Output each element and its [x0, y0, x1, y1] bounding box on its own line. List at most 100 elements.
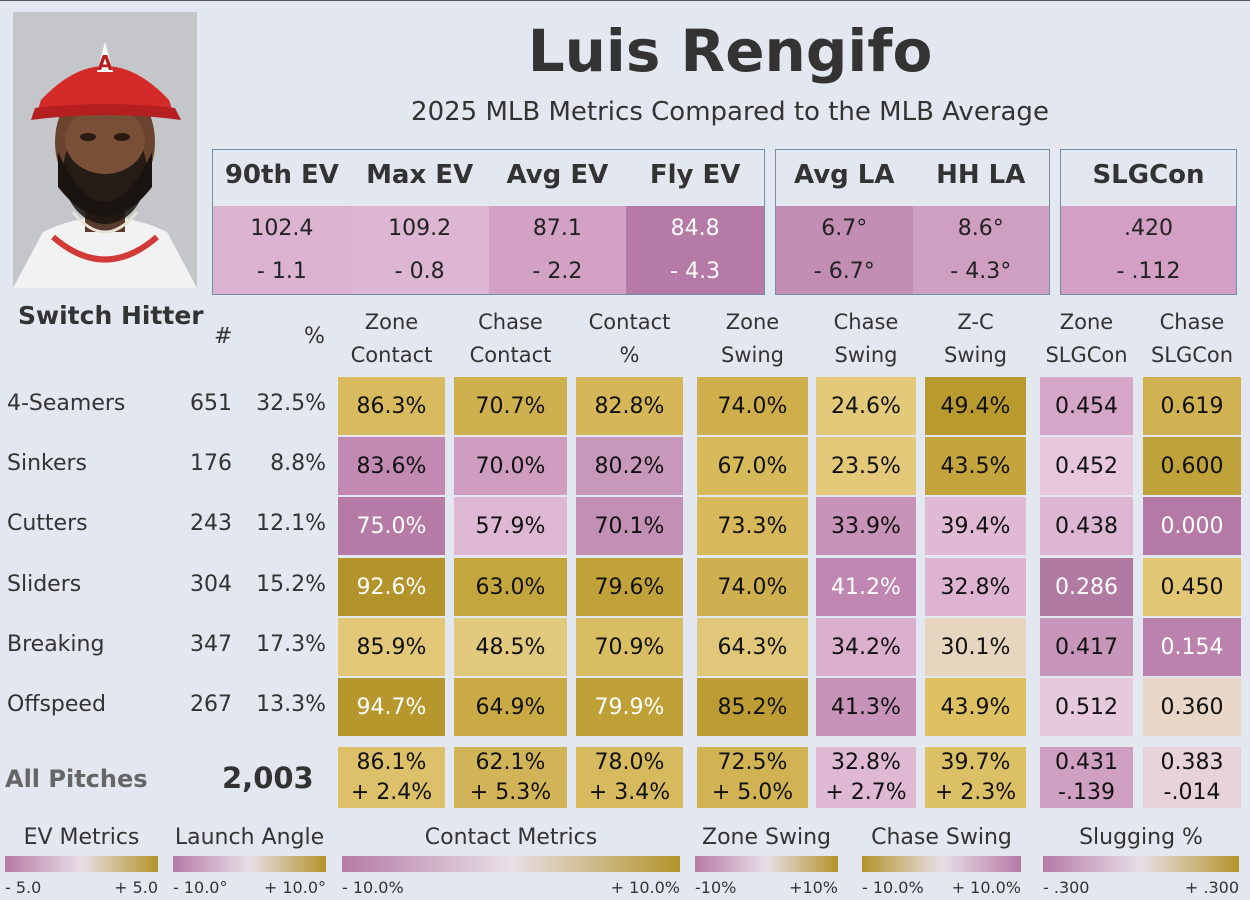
metric-value: 102.4 — [250, 216, 314, 241]
column-header-line2: Contact — [469, 343, 552, 367]
summary-value: 72.5% — [717, 749, 788, 775]
heatmap-cell: 43.5% — [925, 437, 1026, 495]
heatmap-cell: 80.2% — [576, 437, 683, 495]
column-header: Zone SLGCon — [1030, 306, 1143, 372]
summary-diff: -.139 — [1058, 779, 1115, 805]
legend-max-label: + 10.0° — [263, 878, 326, 897]
column-header: Contact% — [566, 306, 693, 372]
legend-max-label: + 10.0% — [610, 878, 680, 897]
heatmap-cell: 94.7% — [338, 678, 445, 736]
heatmap-cell: 64.9% — [454, 678, 567, 736]
row-pct: 8.8% — [270, 451, 326, 476]
summary-label: All Pitches — [5, 765, 148, 793]
heatmap-cell: 0.600 — [1143, 437, 1241, 495]
legend-color-bar — [1043, 856, 1239, 872]
row-label: Breaking — [7, 632, 105, 657]
row-label: Offspeed — [7, 692, 106, 717]
metric-value: 6.7° — [821, 216, 868, 241]
column-header-line2: Swing — [834, 343, 898, 367]
column-header-line1: Contact — [588, 310, 671, 334]
row-pct: 32.5% — [256, 391, 326, 416]
column-header: Chase SLGCon — [1133, 306, 1250, 372]
summary-cell: 62.1% + 5.3% — [454, 747, 567, 808]
metric-label: Avg LA — [794, 160, 895, 190]
legend-title: EV Metrics — [23, 825, 140, 850]
metric-value: 87.1 — [532, 216, 582, 241]
column-header-line2: % — [619, 343, 640, 367]
legend-max-label: + .300 — [1184, 878, 1239, 897]
legend-min-label: - 10.0° — [173, 878, 228, 897]
column-header-line1: Zone — [725, 310, 780, 334]
summary-diff: + 3.4% — [588, 779, 671, 805]
row-count: 347 — [190, 632, 232, 657]
legend-max-label: + 5.0 — [114, 878, 158, 897]
metric-diff: - 0.8 — [394, 259, 445, 284]
summary-value: 0.431 — [1055, 749, 1118, 775]
summary-value: 78.0% — [594, 749, 665, 775]
heatmap-cell: 32.8% — [925, 558, 1026, 616]
summary-cell: 32.8% + 2.7% — [816, 747, 916, 808]
heatmap-cell: 0.438 — [1040, 497, 1133, 555]
heatmap-cell: 83.6% — [338, 437, 445, 495]
summary-cell: 72.5% + 5.0% — [697, 747, 808, 808]
row-pct: 17.3% — [256, 632, 326, 657]
heatmap-cell: 0.000 — [1143, 497, 1241, 555]
column-header-line2: Contact — [350, 343, 433, 367]
legend-min-label: - 5.0 — [5, 878, 42, 897]
row-pct: 13.3% — [256, 692, 326, 717]
heatmap-cell: 79.9% — [576, 678, 683, 736]
heatmap-cell: 70.7% — [454, 377, 567, 435]
heatmap-cell: 24.6% — [816, 377, 916, 435]
column-header: Zone Swing — [687, 306, 818, 372]
column-header-line1: Chase — [1159, 310, 1225, 334]
column-header-line2: SLGCon — [1045, 343, 1128, 367]
column-header-line2: Swing — [944, 343, 1007, 367]
heatmap-cell: 0.360 — [1143, 678, 1241, 736]
heatmap-cell: 79.6% — [576, 558, 683, 616]
metric-cell: 102.4 - 1.1 — [213, 206, 351, 294]
summary-diff: + 2.7% — [825, 779, 907, 805]
summary-value: 0.383 — [1160, 749, 1224, 775]
legend-min-label: - 10.0% — [862, 878, 924, 897]
heatmap-cell: 34.2% — [816, 618, 916, 676]
heatmap-cell: 0.619 — [1143, 377, 1241, 435]
heatmap-cell: 0.286 — [1040, 558, 1133, 616]
heatmap-cell: 92.6% — [338, 558, 445, 616]
metric-cell: 87.1 - 2.2 — [488, 206, 627, 294]
legend-title: Chase Swing — [871, 825, 1012, 850]
metric-label: 90th EV — [224, 160, 339, 190]
column-header: Z-C Swing — [915, 306, 1036, 372]
heatmap-cell: 41.2% — [816, 558, 916, 616]
column-header-line1: Z-C — [957, 310, 994, 334]
pct-header: % — [304, 324, 325, 349]
heatmap-cell: 74.0% — [697, 558, 808, 616]
metric-label: HH LA — [936, 160, 1026, 190]
summary-count: 2,003 — [222, 761, 314, 795]
heatmap-cell: 49.4% — [925, 377, 1026, 435]
metric-value: .420 — [1124, 216, 1173, 241]
heatmap-cell: 74.0% — [697, 377, 808, 435]
column-header: Chase Contact — [444, 306, 577, 372]
heatmap-cell: 43.9% — [925, 678, 1026, 736]
summary-cell: 78.0% + 3.4% — [576, 747, 683, 808]
metric-label: SLGCon — [1092, 160, 1205, 190]
heatmap-cell: 39.4% — [925, 497, 1026, 555]
legend-title: Slugging % — [1079, 825, 1203, 850]
heatmap-cell: 41.3% — [816, 678, 916, 736]
legend-min-label: -10% — [695, 878, 737, 897]
player-name: Luis Rengifo — [527, 17, 933, 85]
summary-value: 39.7% — [940, 749, 1011, 775]
column-header-line2: SLGCon — [1150, 343, 1234, 367]
metric-value: 84.8 — [670, 216, 720, 241]
heatmap-cell: 48.5% — [454, 618, 567, 676]
heatmap-cell: 85.2% — [697, 678, 808, 736]
row-pct: 15.2% — [256, 572, 326, 597]
heatmap-cell: 63.0% — [454, 558, 567, 616]
summary-diff: + 5.3% — [469, 779, 552, 805]
heatmap-cell: 0.154 — [1143, 618, 1241, 676]
legend-color-bar — [5, 856, 158, 872]
svg-text:A: A — [97, 51, 113, 75]
metric-label: Fly EV — [649, 160, 741, 190]
summary-value: 32.8% — [831, 749, 901, 775]
ev-metrics-box: 90th EV 102.4 - 1.1 Max EV 109.2 - 0.8 Avg EV 8… — [212, 149, 765, 295]
